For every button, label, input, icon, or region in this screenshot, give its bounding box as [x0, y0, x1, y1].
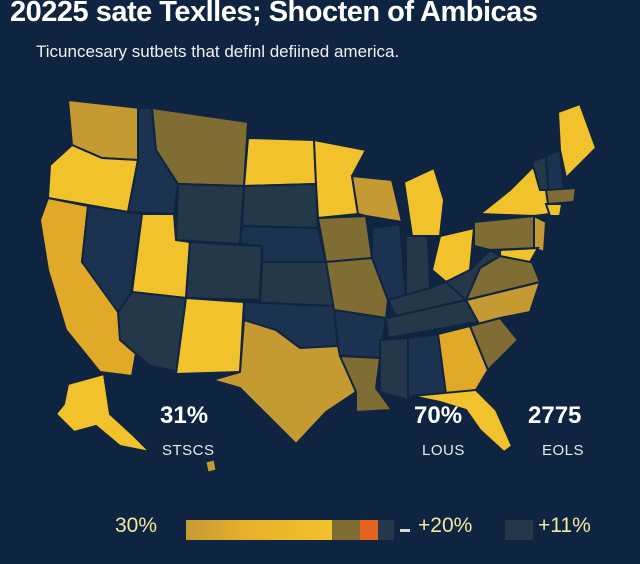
- state-kansas: [258, 261, 336, 308]
- legend-dash: [400, 529, 410, 532]
- state-colorado: [184, 240, 264, 302]
- stat-value-3: 2775: [528, 402, 582, 429]
- state-south-dakota: [240, 182, 320, 230]
- stat-label-3: EOLS: [542, 442, 585, 459]
- state-connecticut: [544, 203, 564, 217]
- state-michigan: [402, 166, 446, 237]
- state-indiana: [405, 235, 432, 298]
- state-florida: [411, 388, 514, 454]
- stat-value-2: 70%: [414, 402, 463, 429]
- state-mississippi: [379, 336, 409, 402]
- legend-label-left: 30%: [115, 514, 158, 537]
- state-new-jersey: [533, 214, 548, 254]
- state-texas: [208, 318, 358, 446]
- stat-value-1: 31%: [160, 402, 209, 429]
- stat-label-1: STSCS: [162, 442, 215, 459]
- legend-label-right: +11%: [538, 514, 591, 537]
- state-hawaii: [205, 459, 217, 473]
- state-maryland: [499, 246, 540, 264]
- legend-swatch-slate: [378, 520, 394, 540]
- legend-swatch-orange: [360, 520, 378, 540]
- legend-swatch-olive: [332, 520, 360, 540]
- state-new-mexico: [174, 296, 246, 376]
- state-north-dakota: [242, 136, 318, 188]
- state-alaska: [54, 372, 154, 454]
- state-pennsylvania: [473, 214, 540, 252]
- state-massachusetts: [544, 186, 578, 206]
- legend-label-mid: +20%: [418, 514, 473, 537]
- map-title: 20225 sate Texlles; Shocten of Ambicas: [10, 0, 538, 28]
- state-arkansas: [332, 308, 388, 360]
- stat-label-2: LOUS: [422, 442, 465, 459]
- legend-swatch-yellow: [186, 520, 332, 540]
- state-maine: [556, 102, 598, 181]
- legend-swatch-dark: [505, 520, 533, 540]
- map-subtitle: Ticuncesary sutbets that definl defiined…: [36, 42, 400, 61]
- state-iowa: [316, 214, 374, 264]
- state-wisconsin: [350, 174, 404, 224]
- state-wyoming: [174, 182, 246, 246]
- state-georgia: [436, 324, 490, 396]
- state-missouri: [324, 256, 390, 320]
